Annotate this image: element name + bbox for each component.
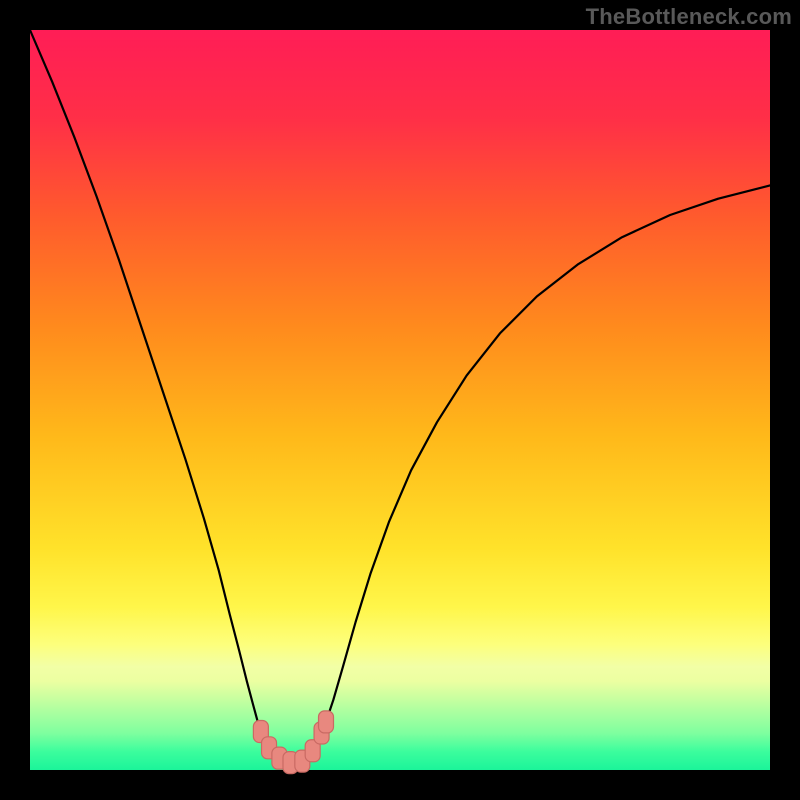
watermark-label: TheBottleneck.com: [586, 4, 792, 30]
chart-svg: [0, 0, 800, 800]
chart-canvas: TheBottleneck.com: [0, 0, 800, 800]
curve-marker: [319, 711, 334, 733]
plot-background: [30, 30, 770, 770]
